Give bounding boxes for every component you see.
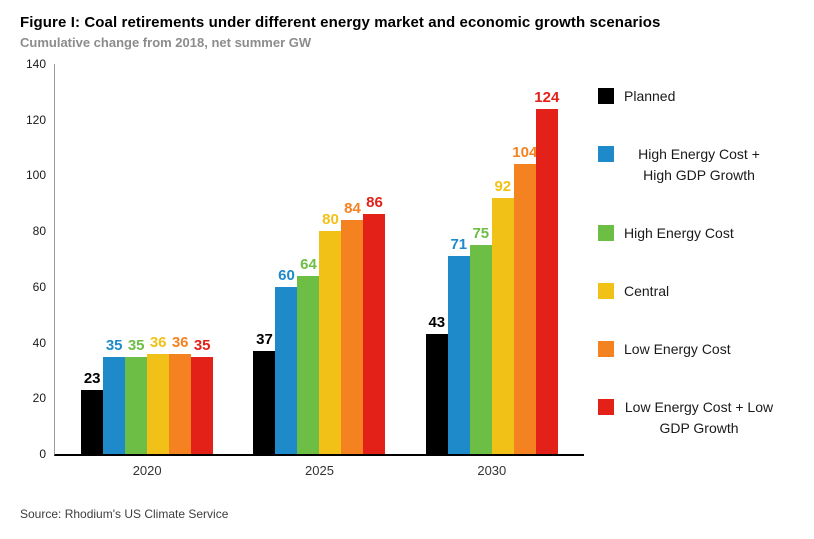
bar-value-label: 36 xyxy=(171,333,189,351)
legend-swatch xyxy=(598,88,614,104)
legend-label: Central xyxy=(624,282,670,299)
legend-swatch xyxy=(598,224,614,241)
bar-value-label: 23 xyxy=(83,369,101,387)
bar-value-label: 84 xyxy=(344,200,361,217)
bar-wrap: 36 xyxy=(147,64,170,454)
bar-value-label: 124 xyxy=(534,88,560,106)
bar-wrap: 71 xyxy=(447,64,470,454)
legend-label: Planned xyxy=(624,88,676,104)
legend-item: Low Energy Cost + Low GDP Growth xyxy=(598,397,794,438)
bar-wrap: 60 xyxy=(275,64,298,454)
bar-value-label: 92 xyxy=(494,177,512,195)
legend-item: High Energy Cost xyxy=(598,223,794,243)
bar xyxy=(275,286,298,454)
bar-value-label: 35 xyxy=(127,336,145,354)
bar-value-label: 71 xyxy=(450,236,468,254)
bar-groups: 23 35 35 36 36 35 2020 37 60 64 80 84 86 2025 43 71 75 92… xyxy=(55,64,584,478)
bar xyxy=(147,353,170,454)
bar xyxy=(297,275,320,454)
bar xyxy=(535,108,558,454)
category-label: 2030 xyxy=(477,463,507,478)
legend-item: Low Energy Cost xyxy=(598,339,794,359)
bar xyxy=(319,231,342,454)
legend-swatch xyxy=(598,341,614,358)
bar-wrap: 23 xyxy=(81,64,104,454)
figure-title: Figure I: Coal retirements under differe… xyxy=(20,14,661,31)
figure-subtitle: Cumulative change from 2018, net summer … xyxy=(20,35,312,50)
bar-value-label: 80 xyxy=(322,211,339,229)
bar-value-label: 104 xyxy=(512,144,538,162)
bar xyxy=(253,350,276,454)
category-label: 2025 xyxy=(305,463,334,478)
bar xyxy=(425,334,448,454)
bar xyxy=(491,197,514,454)
bar-value-label: 35 xyxy=(105,336,123,354)
bar-wrap: 35 xyxy=(191,64,214,454)
bar-wrap: 43 xyxy=(425,64,448,454)
legend-swatch xyxy=(598,146,614,163)
y-tick-label: 120 xyxy=(25,112,46,127)
bar xyxy=(513,164,536,454)
bar-wrap: 64 xyxy=(297,64,320,454)
bar xyxy=(81,389,104,454)
bar xyxy=(125,356,148,454)
bar-wrap: 124 xyxy=(534,64,560,454)
y-tick-label: 140 xyxy=(25,57,46,71)
bar-wrap: 75 xyxy=(469,64,492,454)
bar xyxy=(103,356,126,454)
bar-group: 23 35 35 36 36 35 2020 xyxy=(81,64,214,478)
y-tick-label: 20 xyxy=(32,391,46,406)
bar-wrap: 84 xyxy=(341,64,364,454)
legend-swatch xyxy=(598,399,614,416)
bar-value-label: 64 xyxy=(300,255,317,273)
bar-wrap: 92 xyxy=(491,64,514,454)
bar-wrap: 35 xyxy=(103,64,126,454)
bar-value-label: 35 xyxy=(193,336,211,354)
legend-swatch xyxy=(598,282,614,299)
legend-item: Planned xyxy=(598,86,794,106)
y-tick-label: 40 xyxy=(32,335,46,350)
bar xyxy=(469,245,492,454)
bar xyxy=(169,353,192,454)
bar-value-label: 60 xyxy=(278,266,295,284)
legend-label: High Energy Cost + High GDP Growth xyxy=(638,146,760,183)
legend-label: Low Energy Cost xyxy=(624,341,731,358)
bar-wrap: 36 xyxy=(169,64,192,454)
chart: 0 20 40 60 80 100 120 140 23 35 35 36 36 35 2020 37 60 6… xyxy=(20,57,794,480)
bar-wrap: 37 xyxy=(253,64,276,454)
y-tick-label: 80 xyxy=(32,224,46,239)
bar-value-label: 36 xyxy=(149,333,167,351)
bar xyxy=(447,256,470,454)
plot-area: 23 35 35 36 36 35 2020 37 60 64 80 84 86 2025 43 71 75 92… xyxy=(54,64,584,478)
y-tick-label: 0 xyxy=(39,447,46,461)
bar-wrap: 86 xyxy=(363,64,386,454)
legend-item: Central xyxy=(598,281,794,301)
bar xyxy=(341,220,364,454)
bar-wrap: 104 xyxy=(512,64,538,454)
bar-value-label: 37 xyxy=(256,330,273,348)
bar-group: 43 71 75 92 104 124 2030 xyxy=(425,64,560,478)
bar xyxy=(191,356,214,454)
bar xyxy=(363,214,386,454)
bar-wrap: 80 xyxy=(319,64,342,454)
bar-group: 37 60 64 80 84 86 2025 xyxy=(253,64,386,478)
legend-item: High Energy Cost + High GDP Growth xyxy=(598,144,794,185)
bar-value-label: 43 xyxy=(428,314,446,332)
legend: Planned High Energy Cost + High GDP Growt… xyxy=(584,64,794,454)
legend-label: High Energy Cost xyxy=(624,224,734,241)
source-note: Source: Rhodium's US Climate Service xyxy=(20,507,229,521)
bar-wrap: 35 xyxy=(125,64,148,454)
category-label: 2020 xyxy=(132,463,162,478)
y-axis: 0 20 40 60 80 100 120 140 xyxy=(20,57,54,461)
y-tick-label: 100 xyxy=(25,168,46,183)
y-tick-label: 60 xyxy=(32,279,46,294)
legend-label: Low Energy Cost + Low GDP Growth xyxy=(624,399,774,436)
bar-value-label: 75 xyxy=(472,225,490,243)
bar-value-label: 86 xyxy=(366,194,383,212)
